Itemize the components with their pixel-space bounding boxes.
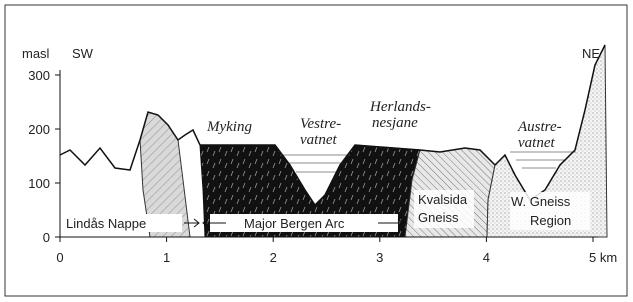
x-tick-label: 2 bbox=[270, 250, 277, 265]
x-tick-label: 1 bbox=[163, 250, 170, 265]
y-tick-label: 100 bbox=[28, 176, 50, 191]
unit-label: Region bbox=[530, 213, 571, 228]
unit-label: Kvalsida bbox=[418, 192, 468, 207]
lake-label: vatnet bbox=[300, 132, 337, 148]
y-tick-label: 200 bbox=[28, 122, 50, 137]
sw-label: SW bbox=[72, 46, 94, 61]
x-tick-label: 0 bbox=[56, 250, 63, 265]
unit-label: Major Bergen Arc bbox=[244, 216, 345, 231]
y-unit: masl bbox=[22, 46, 50, 61]
unit-label: W. Gneiss bbox=[511, 194, 571, 209]
lake-label: Herlands- bbox=[369, 99, 431, 115]
unit-label: Gneiss bbox=[418, 210, 459, 225]
cross-section: 0 100 200 300 0 1 2 3 4 5 km masl SW NE Myking Ve… bbox=[0, 0, 633, 302]
y-tick-label: 300 bbox=[28, 68, 50, 83]
x-tick-label: 5 km bbox=[589, 250, 617, 265]
ne-label: NE bbox=[582, 46, 600, 61]
lake-label: Austre- bbox=[517, 119, 562, 135]
y-tick-label: 0 bbox=[43, 230, 50, 245]
place-label: Myking bbox=[206, 119, 252, 135]
lake-label: nesjane bbox=[372, 115, 418, 131]
lake-label: Vestre- bbox=[300, 116, 341, 132]
unit-label: Lindås Nappe bbox=[66, 216, 146, 231]
x-tick-label: 3 bbox=[376, 250, 383, 265]
lake-label: vatnet bbox=[518, 135, 555, 151]
x-tick-label: 4 bbox=[483, 250, 490, 265]
